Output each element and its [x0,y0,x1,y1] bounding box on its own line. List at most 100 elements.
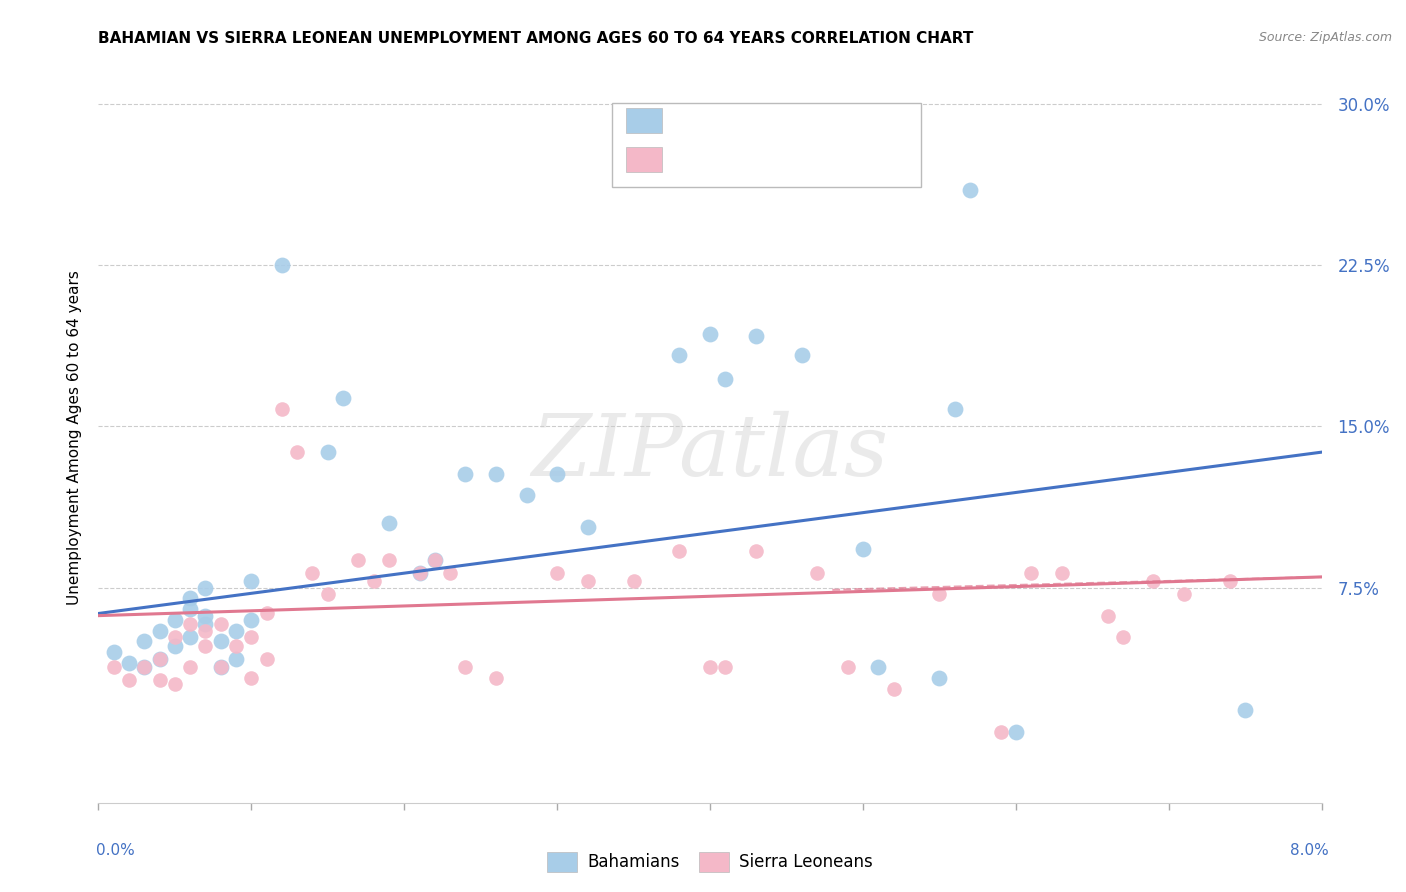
Point [623,574,645,589]
Point [103,660,125,674]
Point [149,673,172,688]
Point [363,574,385,589]
Point [240,630,263,644]
Point [149,651,172,665]
Point [256,607,278,621]
Point [745,544,768,558]
Point [454,660,477,674]
Point [990,724,1012,739]
Point [163,677,186,691]
Point [209,660,232,674]
Point [1234,703,1257,717]
Point [576,520,599,534]
Point [439,566,461,580]
Point [194,608,217,623]
Point [332,392,354,406]
Point [225,651,247,665]
Point [883,681,905,696]
Point [118,656,141,670]
Text: 8.0%: 8.0% [1289,843,1329,858]
Text: 0.0%: 0.0% [96,843,135,858]
Point [1019,566,1042,580]
Point [378,552,401,566]
Text: R = 0.106   N = 49: R = 0.106 N = 49 [673,151,844,169]
Point [194,581,217,595]
Point [868,660,890,674]
Point [179,602,201,616]
Point [194,639,217,653]
Point [225,624,247,638]
Point [959,183,981,197]
Point [209,617,232,632]
Point [454,467,477,481]
Point [1173,587,1195,601]
Point [134,660,156,674]
Point [714,372,737,386]
Point [179,617,201,632]
Point [347,552,370,566]
Point [378,516,401,530]
Point [149,651,172,665]
Point [1112,630,1135,644]
Point [134,660,156,674]
Legend: Bahamians, Sierra Leoneans: Bahamians, Sierra Leoneans [540,845,880,879]
Point [699,660,721,674]
Point [576,574,599,589]
Point [790,348,813,362]
Point [806,566,828,580]
Point [179,591,201,606]
Point [209,634,232,648]
Point [485,467,508,481]
Point [163,639,186,653]
Point [194,624,217,638]
Text: BAHAMIAN VS SIERRA LEONEAN UNEMPLOYMENT AMONG AGES 60 TO 64 YEARS CORRELATION CH: BAHAMIAN VS SIERRA LEONEAN UNEMPLOYMENT … [98,31,974,46]
Point [714,660,737,674]
Point [546,566,568,580]
Point [516,488,538,502]
Point [103,645,125,659]
Point [256,651,278,665]
Point [163,613,186,627]
Point [179,660,201,674]
Text: R = 0.201   N = 43: R = 0.201 N = 43 [673,112,844,129]
Point [225,639,247,653]
Text: ZIPatlas: ZIPatlas [531,410,889,493]
Point [285,445,308,459]
Point [745,329,768,343]
Point [928,587,950,601]
Point [546,467,568,481]
Point [194,617,217,632]
Point [668,348,690,362]
Point [316,587,339,601]
Point [668,544,690,558]
Point [928,671,950,685]
Point [270,402,294,417]
Point [270,258,294,272]
Point [423,552,446,566]
Point [316,445,339,459]
Point [699,326,721,341]
Point [240,613,263,627]
Point [118,673,141,688]
Point [240,574,263,589]
Point [1050,566,1073,580]
Point [423,552,446,566]
Point [852,541,875,556]
Text: Source: ZipAtlas.com: Source: ZipAtlas.com [1258,31,1392,45]
Point [209,660,232,674]
Point [134,634,156,648]
Point [1004,724,1026,739]
Point [179,630,201,644]
Point [301,566,323,580]
Point [1097,608,1119,623]
Point [485,671,508,685]
Point [1142,574,1164,589]
Point [163,630,186,644]
Y-axis label: Unemployment Among Ages 60 to 64 years: Unemployment Among Ages 60 to 64 years [66,269,82,605]
Point [149,624,172,638]
Point [943,402,966,417]
Point [837,660,859,674]
Point [408,566,430,580]
Point [1219,574,1241,589]
Point [240,671,263,685]
